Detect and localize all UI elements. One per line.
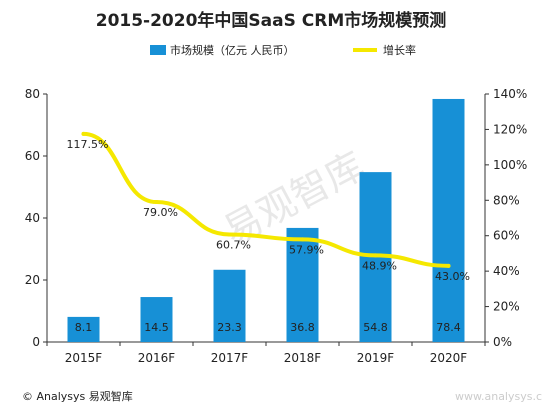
x-category-label: 2019F [357,351,395,365]
growth-point [154,200,159,205]
bar-value-label: 78.4 [436,321,461,334]
y-right-tick-label: 100% [493,158,527,172]
bar [67,316,100,342]
y-right-tick-label: 140% [493,87,527,101]
legend-bar-swatch [150,45,166,55]
bar [432,98,465,343]
growth-value-label: 117.5% [67,138,109,151]
y-right-tick-label: 120% [493,122,527,136]
y-right-tick-label: 0% [493,335,512,349]
growth-value-label: 60.7% [216,238,251,251]
legend-line-label: 增长率 [383,43,416,57]
growth-value-label: 48.9% [362,259,397,272]
x-category-label: 2016F [138,351,176,365]
growth-point [81,131,86,136]
watermark-bottom: www.analysys.cn [455,390,542,403]
x-category-label: 2015F [65,351,103,365]
bar-value-label: 36.8 [290,321,315,334]
growth-point [227,232,232,237]
bar [140,297,173,342]
x-category-label: 2017F [211,351,249,365]
y-left-tick-label: 60 [25,149,40,163]
legend-bar-label: 市场规模（亿元 人民币） [170,43,295,57]
y-right-tick-label: 60% [493,229,520,243]
growth-point [300,237,305,242]
growth-line [81,131,451,268]
y-left-tick-label: 40 [25,211,40,225]
chart-title: 2015-2020年中国SaaS CRM市场规模预测 [96,10,447,31]
growth-value-label: 57.9% [289,243,324,256]
source-credit: © Analysys 易观智库 [22,389,133,403]
y-left-tick-label: 20 [25,273,40,287]
growth-value-label: 43.0% [435,270,470,283]
plot-area: 0 20 40 60 80 0% 20% 40% 60% 80% 100% 120% 140% 2015F… [25,87,528,365]
growth-point [373,253,378,258]
bar-value-label: 23.3 [217,321,242,334]
bar [213,269,246,342]
bar-value-label: 14.5 [144,321,169,334]
y-right-tick-label: 80% [493,193,520,207]
x-category-label: 2018F [284,351,322,365]
y-right-tick-label: 20% [493,300,520,314]
y-right-tick-label: 40% [493,264,520,278]
growth-point [446,263,451,268]
bar-value-label: 8.1 [75,321,93,334]
growth-value-label: 79.0% [143,206,178,219]
bar-value-label: 54.8 [363,321,388,334]
x-category-label: 2020F [430,351,468,365]
y-left-tick-label: 80 [25,87,40,101]
bar [286,227,319,342]
y-left-tick-label: 0 [32,335,40,349]
